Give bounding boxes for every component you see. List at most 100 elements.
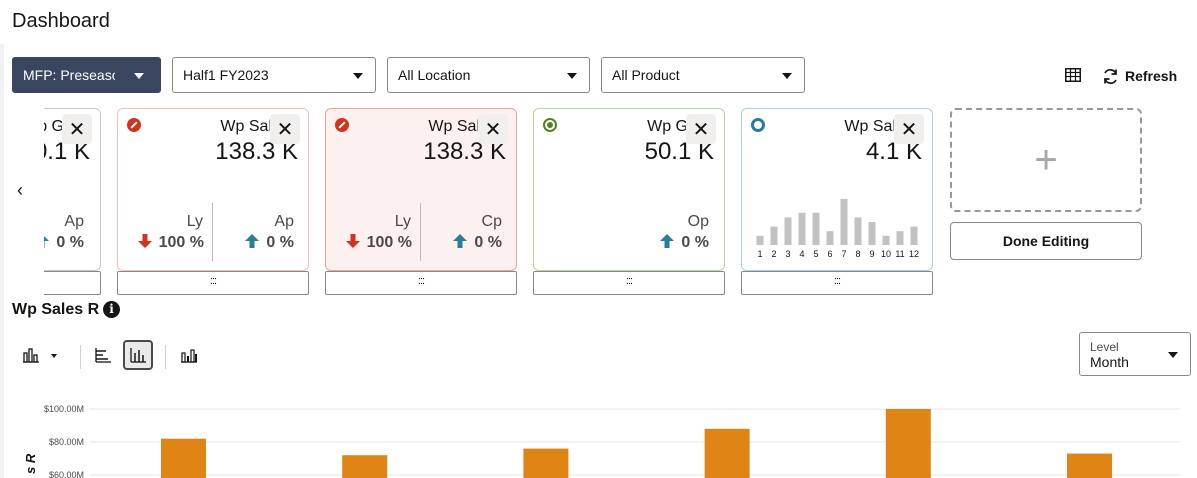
- sparkline-bar: [812, 212, 820, 245]
- vertical-bar-button[interactable]: [123, 340, 153, 370]
- success-status-icon: [543, 118, 557, 132]
- refresh-icon: [1104, 68, 1117, 84]
- close-icon[interactable]: ✕: [62, 114, 92, 144]
- metric-pct: 0 %: [452, 233, 502, 252]
- metric-label: Ly: [186, 213, 203, 230]
- chart-bar: [161, 438, 206, 478]
- sparkline-tick-label: 8: [855, 249, 860, 259]
- time-select-value: Half1 FY2023: [183, 67, 269, 83]
- done-editing-button[interactable]: Done Editing: [950, 222, 1142, 260]
- chart-bar: [1067, 453, 1112, 478]
- drag-handle[interactable]: :::: [325, 271, 517, 295]
- arrow-up-icon: [453, 234, 468, 248]
- sparkline-tick-label: 11: [895, 249, 904, 259]
- metric-pct: 100 %: [137, 233, 204, 252]
- metric-tile[interactable]: Wp Sal 138.3 K ✕ Ly 100 % Ap 0 %: [117, 108, 309, 271]
- horizontal-bar-button[interactable]: [88, 340, 118, 370]
- metric-divider: [420, 203, 421, 261]
- vertical-bar-icon: [130, 348, 146, 363]
- product-select[interactable]: All Product: [601, 57, 805, 93]
- horizontal-bar-icon: [95, 348, 111, 363]
- time-select[interactable]: Half1 FY2023: [172, 57, 376, 93]
- sparkline-bar: [854, 217, 862, 245]
- sparkline-bar: [896, 231, 904, 245]
- app-header: Dashboard: [0, 0, 1197, 44]
- sparkline-tick-label: 7: [841, 249, 846, 259]
- tile-title: Wp Sal: [844, 118, 896, 135]
- location-select[interactable]: All Location: [387, 57, 590, 93]
- sparkline-tick-label: 12: [909, 249, 919, 259]
- chart-type-menu-button[interactable]: [20, 340, 62, 370]
- metric-tile[interactable]: Wp G 50.1 K ✕ Op 0 %: [533, 108, 725, 271]
- sparkline-bar: [756, 235, 764, 245]
- view-select-value: MFP: Preseasor: [23, 67, 115, 83]
- bar-chart: $100.00M $80.00M $60.00M s R: [23, 404, 1180, 478]
- drag-handle[interactable]: :::: [117, 271, 309, 295]
- metric-label: Ap: [274, 213, 294, 230]
- chevron-down-icon: [353, 73, 363, 79]
- y-tick-label: $60.00M: [49, 470, 84, 478]
- sparkline-tick-label: 9: [869, 249, 874, 259]
- metric-divider: [212, 203, 213, 261]
- close-icon[interactable]: ✕: [478, 114, 508, 144]
- metric-label: Ap: [64, 213, 84, 230]
- add-tile-button[interactable]: +: [950, 108, 1142, 212]
- metric-pct-value: 0 %: [266, 234, 294, 251]
- drag-handle[interactable]: :::: [44, 271, 101, 295]
- sparkline-chart: 1 2 3 4 5 6 7 8 9 10 11 12: [756, 199, 919, 259]
- sparkline-bar: [798, 212, 806, 245]
- table-view-icon[interactable]: [1065, 68, 1081, 82]
- sparkline-tick-label: 5: [813, 249, 818, 259]
- location-select-value: All Location: [398, 67, 471, 83]
- level-select-label: Level: [1090, 340, 1119, 354]
- chevron-down-icon: [567, 73, 577, 79]
- arrow-down-icon: [345, 234, 360, 248]
- carousel-prev-icon[interactable]: ‹: [17, 180, 23, 200]
- info-icon[interactable]: i: [103, 301, 120, 318]
- refresh-button[interactable]: Refresh: [1102, 66, 1177, 86]
- sparkline-bar: [882, 235, 890, 245]
- level-select[interactable]: Level Month: [1079, 332, 1191, 376]
- drag-handle[interactable]: :::: [741, 271, 933, 295]
- tile-title: Wp G: [44, 118, 64, 135]
- grouped-bar-icon: [181, 349, 197, 363]
- tile-title: Wp G: [647, 118, 688, 135]
- close-icon[interactable]: ✕: [686, 114, 716, 144]
- close-icon[interactable]: ✕: [270, 114, 300, 144]
- level-select-value: Month: [1090, 354, 1129, 370]
- bar-chart-icon: [23, 348, 57, 363]
- close-icon[interactable]: ✕: [894, 114, 924, 144]
- view-select[interactable]: MFP: Preseasor: [12, 57, 161, 93]
- metric-tile[interactable]: Wp Sal 138.3 K ✕ Ly 100 % Cp 0 %: [325, 108, 517, 271]
- sparkline-bar: [910, 226, 918, 245]
- metric-pct-value: 100 %: [366, 234, 412, 251]
- sparkline-tick-label: 1: [757, 249, 762, 259]
- tile-title: Wp Sal: [220, 118, 272, 135]
- metric-pct-value: 0 %: [681, 234, 709, 251]
- grouped-bar-button[interactable]: [174, 340, 204, 370]
- drag-handle[interactable]: :::: [533, 271, 725, 295]
- metric-pct-value: 0 %: [474, 234, 502, 251]
- metric-tile[interactable]: Wp Sal 4.1 K ✕ 1 2 3 4 5 6 7 8 9 10 11 12: [741, 108, 933, 271]
- chart-bar: [885, 409, 931, 478]
- section-title: Wp Sales R: [12, 301, 100, 318]
- y-tick-label: $100.00M: [44, 404, 84, 414]
- metric-pct: 0 %: [44, 233, 84, 252]
- arrow-up-icon: [660, 234, 675, 248]
- sparkline-tick-label: 3: [785, 249, 790, 259]
- error-status-icon: [335, 118, 349, 132]
- chevron-down-icon: [1168, 352, 1178, 358]
- sparkline-tick-label: 2: [771, 249, 776, 259]
- sparkline-bar: [784, 217, 792, 245]
- metric-label: Op: [687, 213, 709, 230]
- metric-pct-value: 100 %: [158, 234, 204, 251]
- metric-label: Ly: [394, 213, 411, 230]
- page-title: Dashboard: [12, 10, 110, 32]
- sparkline-tick-label: 6: [827, 249, 832, 259]
- chevron-down-icon: [134, 73, 144, 79]
- y-axis-label: s R: [23, 453, 38, 474]
- refresh-label: Refresh: [1125, 68, 1178, 84]
- metric-tile[interactable]: Wp G 50.1 K ✕ Ap 0 %: [44, 108, 101, 271]
- sparkline-bar: [840, 199, 848, 245]
- arrow-up-icon: [245, 234, 260, 248]
